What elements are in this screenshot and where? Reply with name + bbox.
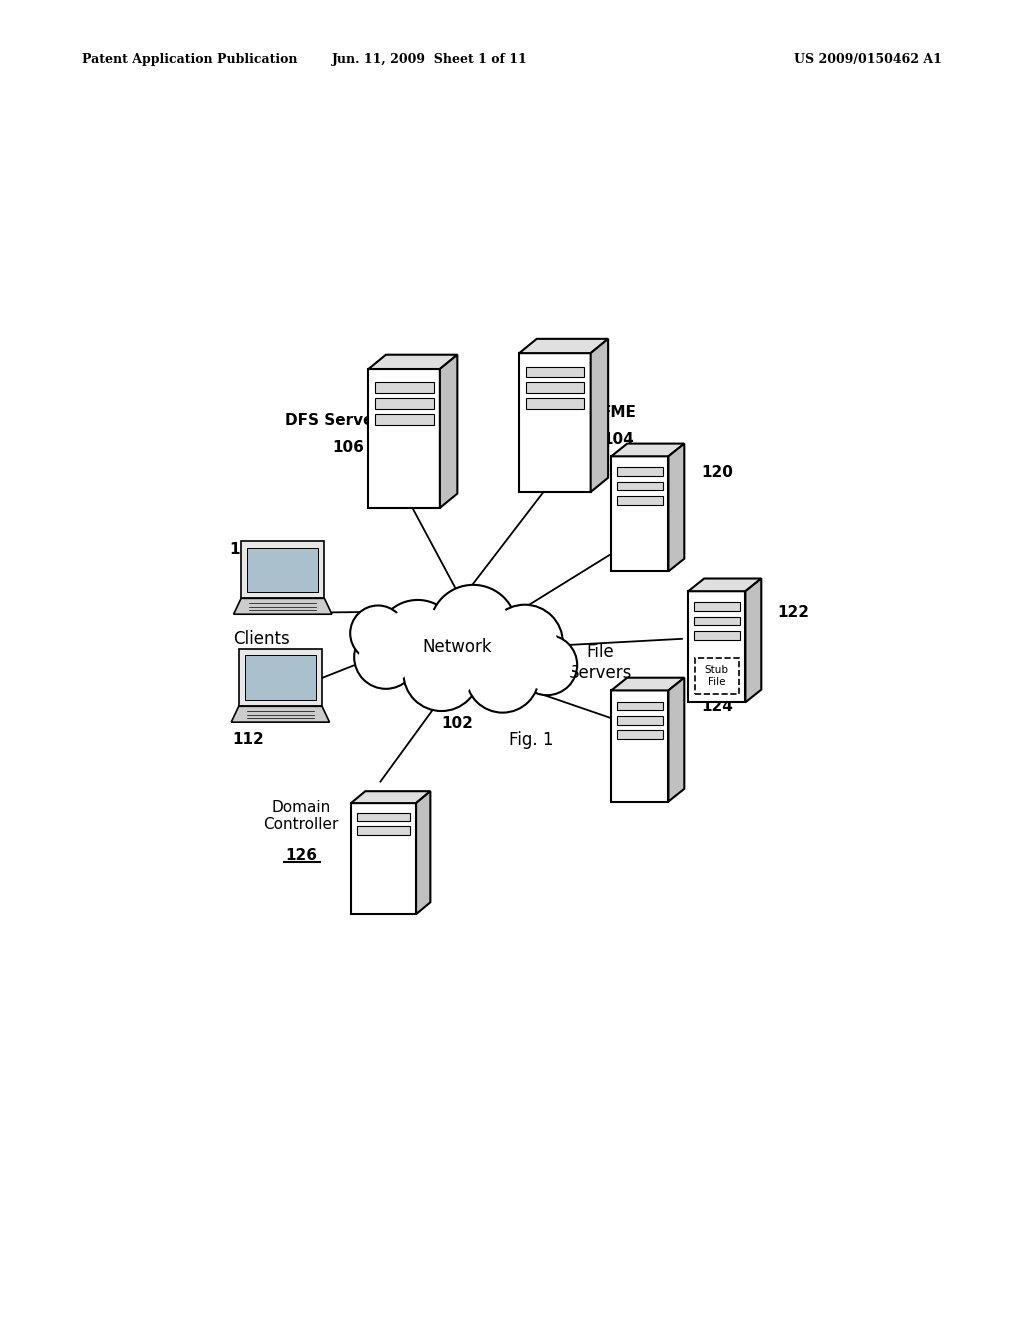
FancyBboxPatch shape (357, 813, 410, 821)
Text: 102: 102 (441, 717, 473, 731)
FancyBboxPatch shape (694, 657, 739, 694)
Polygon shape (669, 444, 684, 572)
FancyBboxPatch shape (616, 715, 663, 725)
Circle shape (377, 599, 459, 682)
Polygon shape (611, 677, 684, 690)
Circle shape (383, 606, 453, 676)
Circle shape (354, 610, 401, 657)
Polygon shape (611, 444, 684, 457)
Polygon shape (611, 690, 669, 801)
Circle shape (436, 591, 510, 665)
Polygon shape (745, 578, 761, 702)
Text: Jun. 11, 2009  Sheet 1 of 11: Jun. 11, 2009 Sheet 1 of 11 (332, 53, 528, 66)
FancyBboxPatch shape (694, 602, 740, 611)
Polygon shape (611, 457, 669, 572)
Text: 124: 124 (700, 698, 733, 714)
Polygon shape (233, 598, 332, 614)
Text: US 2009/0150462 A1: US 2009/0150462 A1 (795, 53, 942, 66)
Text: Domain
Controller: Domain Controller (263, 800, 339, 832)
Circle shape (350, 606, 406, 661)
Circle shape (430, 585, 517, 672)
FancyBboxPatch shape (375, 399, 433, 409)
Circle shape (410, 640, 474, 705)
Text: Clients: Clients (232, 630, 290, 648)
Text: Patent Application Publication: Patent Application Publication (82, 53, 297, 66)
Text: 104: 104 (602, 432, 634, 447)
Circle shape (471, 645, 534, 708)
Polygon shape (351, 791, 430, 803)
FancyBboxPatch shape (616, 467, 663, 477)
Polygon shape (519, 354, 591, 492)
FancyBboxPatch shape (694, 631, 740, 640)
Circle shape (403, 635, 479, 711)
Polygon shape (241, 541, 325, 598)
Circle shape (493, 610, 557, 675)
Text: Network: Network (423, 638, 493, 656)
Polygon shape (369, 370, 440, 508)
Polygon shape (440, 355, 458, 508)
Text: 122: 122 (777, 605, 809, 620)
FancyBboxPatch shape (616, 482, 663, 491)
Circle shape (466, 640, 539, 713)
Polygon shape (591, 339, 608, 492)
Polygon shape (245, 656, 315, 700)
Polygon shape (231, 706, 330, 722)
Polygon shape (688, 591, 745, 702)
Circle shape (517, 635, 578, 696)
Circle shape (486, 605, 563, 681)
Text: Fig. 1: Fig. 1 (509, 730, 553, 748)
Text: File
Servers: File Servers (568, 643, 632, 682)
FancyBboxPatch shape (525, 399, 585, 409)
Polygon shape (519, 339, 608, 354)
Text: 120: 120 (700, 465, 733, 479)
FancyBboxPatch shape (525, 367, 585, 378)
Polygon shape (416, 791, 430, 915)
Polygon shape (669, 677, 684, 801)
Text: 112: 112 (232, 733, 264, 747)
Text: 110: 110 (229, 541, 261, 557)
Text: Stub
File: Stub File (705, 665, 729, 686)
Text: 126: 126 (285, 847, 317, 863)
Polygon shape (248, 548, 318, 591)
Circle shape (521, 639, 572, 690)
Polygon shape (369, 355, 458, 370)
Text: 106: 106 (333, 440, 365, 455)
Text: DFS Server: DFS Server (285, 413, 381, 428)
FancyBboxPatch shape (525, 383, 585, 393)
FancyBboxPatch shape (616, 701, 663, 710)
FancyBboxPatch shape (357, 826, 410, 834)
Polygon shape (351, 803, 416, 915)
FancyBboxPatch shape (375, 414, 433, 425)
FancyBboxPatch shape (375, 383, 433, 393)
Polygon shape (239, 649, 322, 706)
FancyBboxPatch shape (616, 730, 663, 739)
Text: FME: FME (600, 405, 636, 420)
Circle shape (354, 626, 418, 689)
FancyBboxPatch shape (616, 496, 663, 504)
Polygon shape (688, 578, 761, 591)
FancyBboxPatch shape (694, 616, 740, 626)
Circle shape (359, 630, 413, 684)
